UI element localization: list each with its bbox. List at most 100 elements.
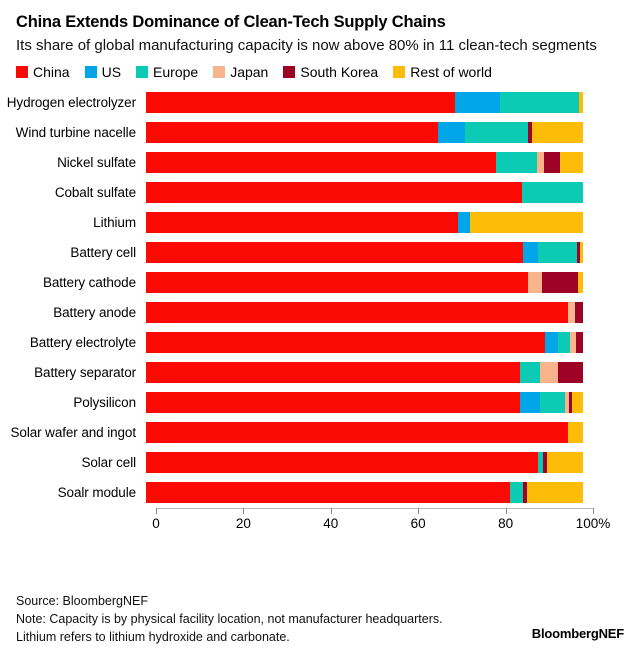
legend-item[interactable]: Rest of world bbox=[393, 65, 492, 79]
axis-tick bbox=[156, 507, 157, 514]
bar-segment bbox=[575, 332, 583, 354]
stacked-bar bbox=[146, 452, 583, 474]
bar-segment bbox=[568, 422, 583, 444]
bar-segment bbox=[465, 122, 528, 144]
bar-segment bbox=[576, 242, 581, 264]
legend-item[interactable]: China bbox=[16, 65, 70, 79]
bar-segment bbox=[540, 392, 566, 414]
bar-row-label: Lithium bbox=[93, 215, 136, 231]
axis-tick bbox=[330, 507, 332, 514]
bar-segment bbox=[546, 452, 583, 474]
bar-segment bbox=[527, 122, 532, 144]
bar-row-label: Battery cathode bbox=[42, 275, 136, 291]
axis-tick-label: 40 bbox=[323, 515, 339, 531]
bar-segment bbox=[568, 392, 573, 414]
axis-tick-label: 100% bbox=[575, 515, 611, 531]
bar-row-label: Battery cell bbox=[70, 245, 136, 261]
bar-segment bbox=[536, 152, 544, 174]
legend-swatch-icon bbox=[16, 65, 28, 78]
stacked-bar bbox=[146, 302, 583, 324]
axis-tick-label: 60 bbox=[410, 515, 426, 531]
bar-segment bbox=[537, 242, 577, 264]
bar-segment bbox=[146, 452, 538, 474]
stacked-bar bbox=[146, 272, 583, 294]
bar-segment bbox=[542, 452, 547, 474]
bar-segment bbox=[520, 392, 541, 414]
bar-segment bbox=[454, 92, 500, 114]
axis-tick-label: 20 bbox=[235, 515, 251, 531]
bar-segment bbox=[146, 92, 455, 114]
bar-segment bbox=[458, 212, 470, 234]
bar-segment bbox=[146, 212, 459, 234]
bar-segment bbox=[437, 122, 465, 144]
bar-segment bbox=[572, 392, 583, 414]
bar-segment bbox=[537, 452, 543, 474]
legend-item[interactable]: South Korea bbox=[283, 65, 378, 79]
axis-tick-label: 80 bbox=[498, 515, 514, 531]
bar-segment bbox=[146, 362, 521, 384]
bar-row-label: Soalr module bbox=[57, 485, 136, 501]
legend-swatch-icon bbox=[283, 65, 296, 78]
bar-row: Battery separator bbox=[0, 358, 640, 388]
legend-item[interactable]: Japan bbox=[213, 65, 268, 79]
stacked-bar bbox=[146, 122, 583, 144]
chart-plot-area: Hydrogen electrolyzer Wind turbine nacell… bbox=[0, 88, 640, 531]
bar-row: Hydrogen electrolyzer bbox=[0, 88, 640, 118]
axis-tick bbox=[505, 507, 507, 514]
legend-swatch-icon bbox=[213, 65, 226, 78]
legend-item[interactable]: US bbox=[84, 65, 121, 79]
bar-segment bbox=[146, 332, 545, 354]
bar-segment bbox=[580, 242, 583, 264]
bar-segment bbox=[146, 182, 522, 204]
axis-tick bbox=[243, 507, 245, 514]
bar-segment bbox=[520, 362, 541, 384]
bar-segment bbox=[558, 332, 570, 354]
bar-segment bbox=[146, 392, 521, 414]
bar-row-label: Solar wafer and ingot bbox=[10, 425, 137, 441]
bar-segment bbox=[544, 332, 559, 354]
bar-segment bbox=[495, 152, 537, 174]
chart-subtitle: Its share of global manufacturing capaci… bbox=[16, 36, 597, 54]
legend-swatch-icon bbox=[136, 65, 149, 78]
legend-label: South Korea bbox=[300, 63, 379, 80]
x-axis: 0 20 40 60 80 100% bbox=[0, 507, 640, 548]
note-line-2: Lithium refers to lithium hydroxide and … bbox=[16, 629, 290, 644]
chart-legend: China US Europe Japan South Korea Rest of wor… bbox=[0, 55, 640, 79]
bar-row: Solar wafer and ingot bbox=[0, 418, 640, 448]
bar-row: Battery electrolyte bbox=[0, 328, 640, 358]
bar-segment bbox=[146, 122, 438, 144]
bar-segment bbox=[568, 302, 576, 324]
bar-row: Cobalt sulfate bbox=[0, 178, 640, 208]
bar-row-label: Wind turbine nacelle bbox=[15, 125, 136, 141]
stacked-bar bbox=[146, 362, 583, 384]
bar-segment bbox=[579, 92, 583, 114]
bar-row-label: Solar cell bbox=[81, 455, 136, 471]
legend-item[interactable]: Europe bbox=[136, 65, 198, 79]
bar-segment bbox=[146, 302, 569, 324]
bar-row: Wind turbine nacelle bbox=[0, 118, 640, 148]
bar-row: Soalr module bbox=[0, 478, 640, 508]
bar-segment bbox=[146, 152, 496, 174]
axis-tick-label: 0 bbox=[152, 515, 160, 531]
bar-row: Battery cathode bbox=[0, 268, 640, 298]
axis-tick bbox=[593, 507, 594, 514]
stacked-bar bbox=[146, 152, 583, 174]
stacked-bar bbox=[146, 482, 583, 504]
stacked-bar bbox=[146, 422, 583, 444]
note-line-1: Note: Capacity is by physical facility l… bbox=[16, 611, 443, 626]
bar-segment bbox=[558, 362, 583, 384]
legend-label: China bbox=[33, 63, 70, 80]
bar-row-label: Battery electrolyte bbox=[29, 335, 136, 351]
legend-label: Japan bbox=[230, 63, 269, 80]
legend-swatch-icon bbox=[393, 65, 406, 78]
bloombergnef-logo: BloombergNEF bbox=[531, 626, 624, 641]
bar-segment bbox=[146, 482, 511, 504]
bar-segment bbox=[499, 92, 580, 114]
bar-row-label: Cobalt sulfate bbox=[54, 185, 136, 201]
bar-segment bbox=[559, 152, 583, 174]
bar-segment bbox=[146, 242, 524, 264]
page-title: China Extends Dominance of Clean-Tech Su… bbox=[16, 13, 446, 31]
bar-segment bbox=[469, 212, 583, 234]
bar-row-label: Hydrogen electrolyzer bbox=[6, 95, 136, 111]
